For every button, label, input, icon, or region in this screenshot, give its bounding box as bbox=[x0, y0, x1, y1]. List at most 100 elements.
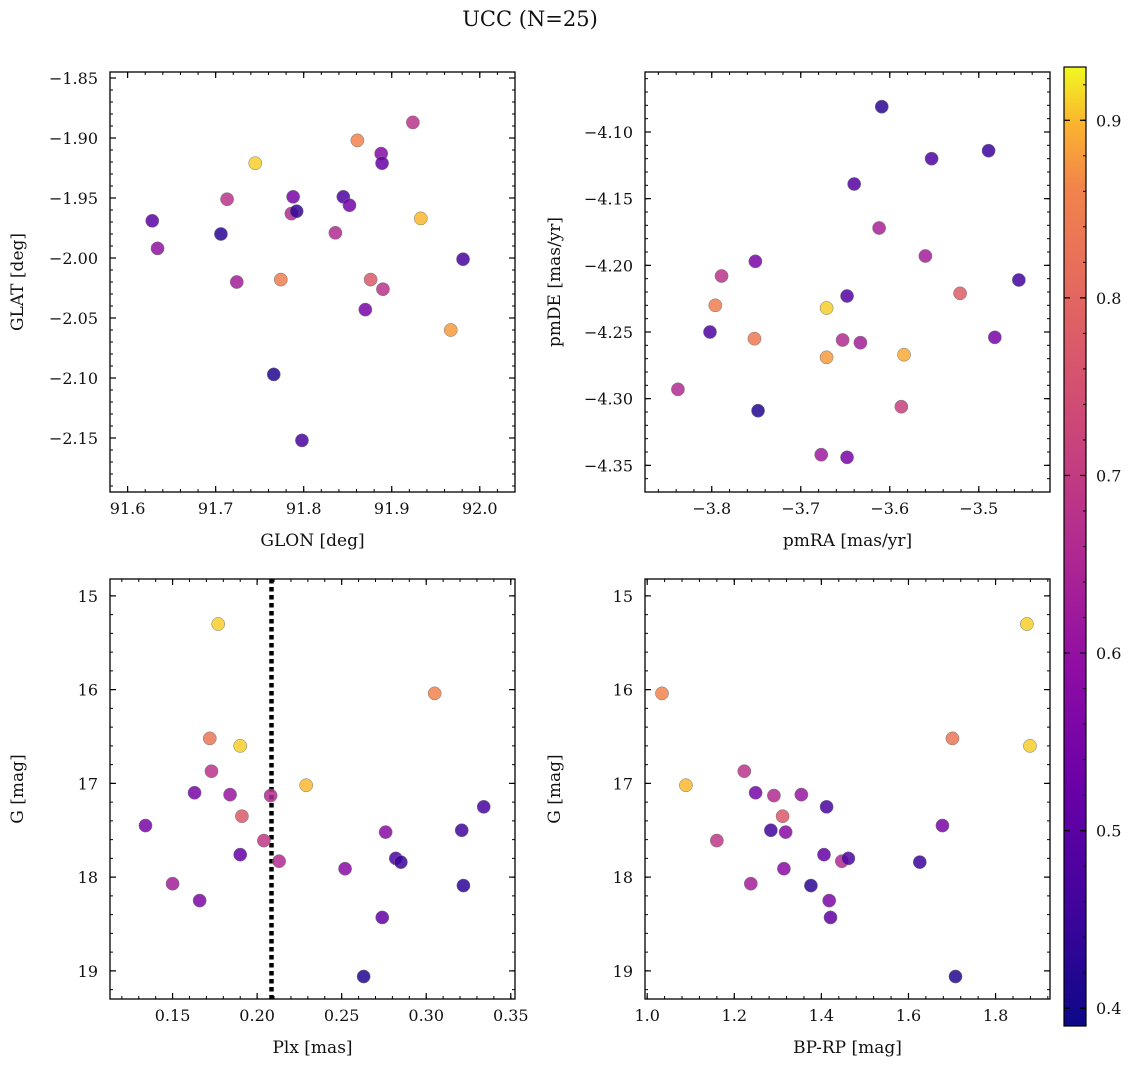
data-point bbox=[794, 787, 809, 802]
data-point bbox=[443, 323, 458, 337]
data-point bbox=[375, 910, 390, 925]
data-point bbox=[454, 823, 469, 838]
y-tick-label: 15 bbox=[613, 587, 633, 606]
data-point bbox=[257, 833, 271, 848]
y-tick-label: −2.15 bbox=[49, 429, 98, 448]
x-axis-label: GLON [deg] bbox=[260, 531, 364, 551]
data-point bbox=[822, 893, 837, 908]
colorbar-tick-label: 0.5 bbox=[1096, 822, 1121, 841]
data-point bbox=[358, 302, 373, 317]
x-tick-label: 0.30 bbox=[408, 1006, 444, 1025]
x-tick-label: 92.0 bbox=[462, 499, 498, 518]
x-tick-label: 91.8 bbox=[286, 499, 322, 518]
data-point bbox=[394, 855, 408, 869]
data-point bbox=[981, 143, 996, 158]
data-point bbox=[427, 686, 442, 701]
data-point bbox=[406, 115, 420, 130]
y-tick-label: −2.10 bbox=[49, 369, 98, 388]
data-point bbox=[328, 225, 343, 240]
plot-frame bbox=[109, 578, 516, 1000]
y-tick-label: −4.30 bbox=[584, 390, 633, 409]
x-tick-label: 1.6 bbox=[896, 1006, 921, 1025]
data-point bbox=[1023, 739, 1037, 753]
x-tick-label: 91.7 bbox=[198, 499, 234, 518]
data-point bbox=[819, 799, 834, 814]
data-point bbox=[835, 333, 850, 347]
colorbar-gradient bbox=[1063, 66, 1087, 1027]
x-tick-label: 91.9 bbox=[374, 499, 410, 518]
data-point bbox=[350, 133, 365, 148]
data-point bbox=[748, 785, 763, 800]
data-point bbox=[853, 335, 868, 350]
data-point bbox=[376, 282, 390, 297]
y-tick-label: −1.90 bbox=[49, 129, 98, 148]
data-point bbox=[263, 788, 278, 803]
data-point bbox=[804, 878, 818, 893]
x-tick-label: 0.35 bbox=[493, 1006, 529, 1025]
data-point bbox=[342, 198, 357, 213]
data-point bbox=[814, 447, 829, 462]
data-point bbox=[192, 893, 207, 908]
data-point bbox=[375, 156, 389, 171]
data-point bbox=[235, 809, 249, 824]
data-point bbox=[703, 325, 717, 339]
data-point bbox=[165, 876, 180, 891]
x-tick-label: −3.6 bbox=[870, 499, 909, 518]
x-tick-label: −3.5 bbox=[959, 499, 998, 518]
data-point bbox=[202, 731, 217, 746]
data-point bbox=[840, 289, 854, 303]
figure-title: UCC (N=25) bbox=[462, 7, 598, 31]
data-point bbox=[747, 331, 762, 346]
data-point bbox=[777, 861, 791, 876]
data-point bbox=[456, 878, 471, 893]
data-point bbox=[476, 799, 491, 814]
data-point bbox=[714, 269, 729, 283]
data-point bbox=[912, 855, 927, 869]
x-tick-label: 1.2 bbox=[722, 1006, 747, 1025]
data-point bbox=[273, 272, 288, 287]
y-axis-label: G [mag] bbox=[545, 754, 565, 823]
x-tick-label: −3.8 bbox=[692, 499, 731, 518]
y-tick-label: −1.85 bbox=[49, 69, 98, 88]
y-tick-label: 17 bbox=[613, 774, 633, 793]
y-tick-label: 15 bbox=[78, 587, 98, 606]
plot-frame bbox=[644, 71, 1051, 493]
data-point bbox=[1011, 273, 1026, 287]
data-point bbox=[229, 275, 244, 289]
x-tick-label: 1.0 bbox=[634, 1006, 659, 1025]
data-point bbox=[363, 272, 378, 287]
colorbar: 0.4 0.5 0.6 0.7 0.8 0.9 bbox=[1063, 66, 1121, 1027]
y-tick-label: −4.25 bbox=[584, 323, 633, 342]
y-tick-label: 17 bbox=[78, 774, 98, 793]
plot-frame bbox=[644, 578, 1051, 1000]
panel-proper-motion: −3.8 −3.7 −3.6 −3.5 −4.10 −4.15 −4.20 −4.25 −4.3… bbox=[545, 71, 1051, 551]
y-axis-label: G [mag] bbox=[8, 754, 28, 823]
x-tick-label: −3.7 bbox=[781, 499, 820, 518]
x-axis-label: BP-RP [mag] bbox=[793, 1038, 902, 1058]
x-axis-label: Plx [mas] bbox=[272, 1038, 352, 1058]
data-point bbox=[233, 739, 248, 753]
y-tick-label: 18 bbox=[613, 868, 633, 887]
data-point bbox=[823, 910, 838, 925]
colorbar-tick-label: 0.9 bbox=[1096, 111, 1121, 130]
data-point bbox=[150, 241, 165, 256]
data-point bbox=[679, 778, 693, 793]
y-tick-label: 19 bbox=[78, 962, 98, 981]
y-tick-label: −4.35 bbox=[584, 456, 633, 475]
y-tick-label: −4.15 bbox=[584, 190, 633, 209]
colorbar-tick-label: 0.6 bbox=[1096, 644, 1121, 663]
data-point bbox=[655, 686, 669, 701]
y-tick-label: 16 bbox=[78, 681, 98, 700]
y-tick-label: 16 bbox=[613, 681, 633, 700]
y-tick-label: 18 bbox=[78, 868, 98, 887]
y-axis-label: pmDE [mas/yr] bbox=[545, 217, 565, 347]
x-tick-label: 0.20 bbox=[239, 1006, 275, 1025]
colorbar-tick-label: 0.8 bbox=[1096, 289, 1121, 308]
data-point bbox=[299, 778, 314, 793]
data-point bbox=[945, 731, 960, 746]
data-point bbox=[211, 617, 226, 631]
colorbar-tick-label: 0.7 bbox=[1096, 466, 1121, 485]
data-point bbox=[935, 818, 950, 833]
y-tick-label: −2.05 bbox=[49, 309, 98, 328]
